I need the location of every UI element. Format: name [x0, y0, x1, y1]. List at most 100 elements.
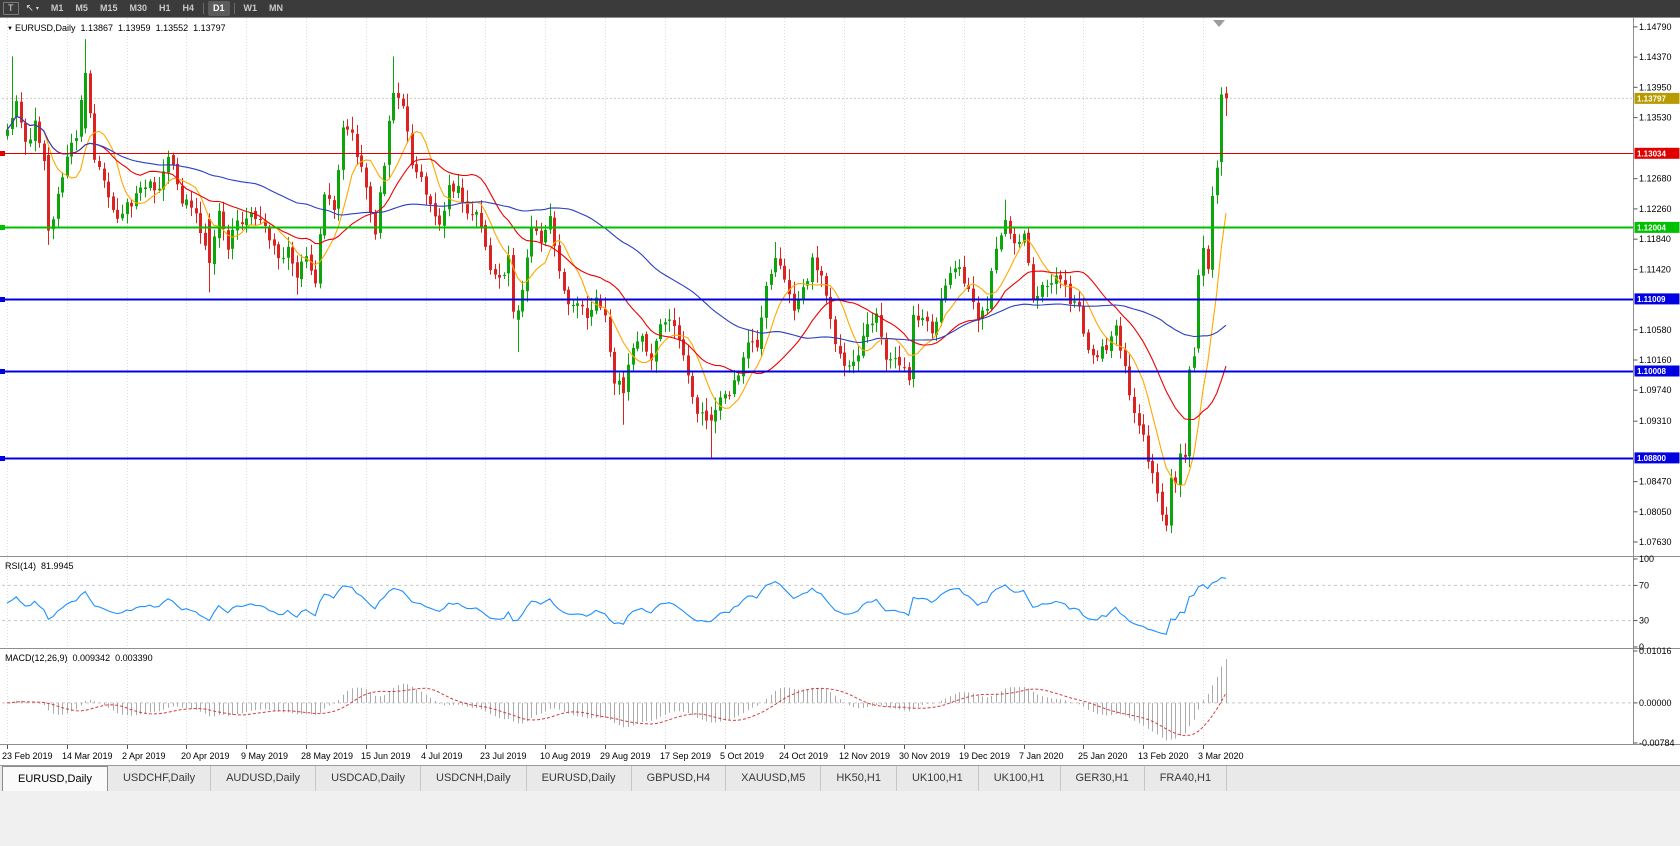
candle [461, 178, 464, 213]
candle [20, 92, 23, 129]
candle [195, 197, 198, 224]
candle [264, 213, 267, 233]
timeframe-button-m1[interactable]: M1 [50, 3, 64, 13]
chart-tab-1-usdchf-daily[interactable]: USDCHF,Daily [108, 766, 212, 791]
chevron-down-icon: ▾ [35, 6, 39, 12]
candle [222, 201, 225, 241]
chart-tab-0-eurusd-daily[interactable]: EURUSD,Daily [2, 766, 108, 791]
chart-canvas[interactable]: 1.14790 1.14370 1.13950 1.13530 1.12680 1.122… [0, 17, 1680, 765]
candle [420, 164, 423, 182]
horizontal-line-1.13034[interactable] [0, 151, 1633, 156]
rsi-axis: 100 70 30 0 [1633, 554, 1654, 652]
candle [494, 264, 497, 280]
svg-text:1.10008: 1.10008 [1637, 367, 1666, 376]
candle [779, 247, 782, 270]
candle [397, 82, 400, 109]
svg-text:1.13034: 1.13034 [1637, 149, 1666, 158]
chart-shift-marker-icon[interactable] [1213, 20, 1225, 27]
line-price-badge: 1.13034 [1634, 147, 1680, 159]
toolbar-separator [233, 3, 235, 14]
candle [604, 297, 607, 323]
horizontal-line-1.10008[interactable] [0, 369, 1633, 374]
chart-window: 1.14790 1.14370 1.13950 1.13530 1.12680 1.122… [0, 17, 1680, 765]
chart-tab-10-uk100-h1[interactable]: UK100,H1 [979, 766, 1061, 791]
timeframe-button-m5[interactable]: M5 [75, 3, 88, 13]
timeframe-button-h1[interactable]: H1 [158, 3, 171, 13]
timeframe-button-mn[interactable]: MN [269, 3, 284, 13]
horizontal-line-1.11009[interactable] [0, 297, 1633, 302]
candle [673, 307, 676, 339]
price-tick-label: 1.08470 [1639, 477, 1672, 487]
candle [875, 308, 878, 332]
macd-indicator-label: MACD(12,26,9) 0.009342 0.003390 [5, 653, 158, 663]
chart-tab-7-xauusd-m5[interactable]: XAUUSD,M5 [726, 766, 822, 791]
candle [176, 157, 179, 191]
candle [770, 269, 773, 290]
macd-name: MACD(12,26,9) [5, 653, 68, 663]
ma-slow-line [6, 115, 1227, 344]
horizontal-line-1.08800[interactable] [0, 456, 1633, 461]
candle [1124, 342, 1127, 374]
macd-value-signal: 0.003390 [115, 653, 153, 663]
candle [627, 353, 630, 401]
chart-tab-2-audusd-daily[interactable]: AUDUSD,Daily [211, 766, 317, 791]
timeframe-button-group: M1 M5 M15 M30 H1 H4 D1 W1 MN [46, 1, 288, 16]
t-toolbar-button[interactable]: T [3, 2, 19, 15]
candle [1197, 269, 1200, 353]
candle [852, 349, 855, 374]
candle [797, 291, 800, 313]
chart-tab-4-usdcnh-daily[interactable]: USDCNH,Daily [421, 766, 527, 791]
candle [1202, 235, 1205, 287]
candle [701, 402, 704, 426]
timeframe-button-d1[interactable]: D1 [208, 1, 230, 16]
chart-tab-9-uk100-h1[interactable]: UK100,H1 [897, 766, 979, 791]
candle [300, 254, 303, 287]
candle [530, 215, 533, 263]
candle [825, 272, 828, 304]
date-label: 25 Jan 2020 [1078, 751, 1128, 761]
candle [130, 199, 133, 218]
candle [940, 287, 943, 327]
timeframe-button-m30[interactable]: M30 [129, 3, 147, 13]
price-axis[interactable]: 1.14790 1.14370 1.13950 1.13530 1.12680 1.122… [1633, 22, 1672, 547]
candle [931, 314, 934, 340]
timeframe-button-h4[interactable]: H4 [182, 3, 194, 13]
candle [1225, 86, 1228, 116]
candle [342, 120, 345, 180]
chart-tab-5-eurusd-daily[interactable]: EURUSD,Daily [527, 766, 632, 791]
candle [116, 198, 119, 223]
svg-text:1.08800: 1.08800 [1637, 454, 1666, 463]
candle [61, 172, 64, 198]
timeframe-button-m15[interactable]: M15 [99, 3, 118, 13]
macd-tick-label: -0.00784 [1639, 738, 1675, 748]
chart-tab-8-hk50-h1[interactable]: HK50,H1 [821, 766, 897, 791]
chart-tab-11-ger30-h1[interactable]: GER30,H1 [1061, 766, 1145, 791]
timeframe-button-w1[interactable]: W1 [243, 3, 258, 13]
candle [678, 317, 681, 349]
candle [1179, 443, 1182, 498]
candle [926, 311, 929, 332]
candle [369, 181, 372, 223]
candle [1138, 404, 1141, 434]
candle [227, 224, 230, 259]
candle [1216, 160, 1219, 204]
candle [1064, 269, 1067, 298]
date-axis[interactable]: 23 Feb 2019 14 Mar 2019 2 Apr 2019 20 Apr 2… [2, 745, 1244, 761]
candle [411, 124, 414, 169]
chart-tab-12-fra40-h1[interactable]: FRA40,H1 [1145, 766, 1228, 791]
date-label: 28 May 2019 [301, 751, 353, 761]
candle [291, 241, 294, 277]
symbol-marker-icon: ▼ [7, 26, 13, 32]
chart-tab-3-usdcad-daily[interactable]: USDCAD,Daily [316, 766, 422, 791]
chart-tab-6-gbpusd-h4[interactable]: GBPUSD,H4 [632, 766, 727, 791]
candle [963, 255, 966, 287]
candle [1207, 245, 1210, 274]
candle [1174, 471, 1177, 493]
date-label: 15 Jun 2019 [361, 751, 411, 761]
candle [70, 133, 73, 165]
horizontal-line-1.12004[interactable] [0, 225, 1633, 230]
candle [834, 316, 837, 352]
cursor-tool-button[interactable]: ↖ ▾ [26, 3, 39, 14]
svg-text:1.11009: 1.11009 [1637, 295, 1666, 304]
panel-frame [0, 17, 1680, 745]
